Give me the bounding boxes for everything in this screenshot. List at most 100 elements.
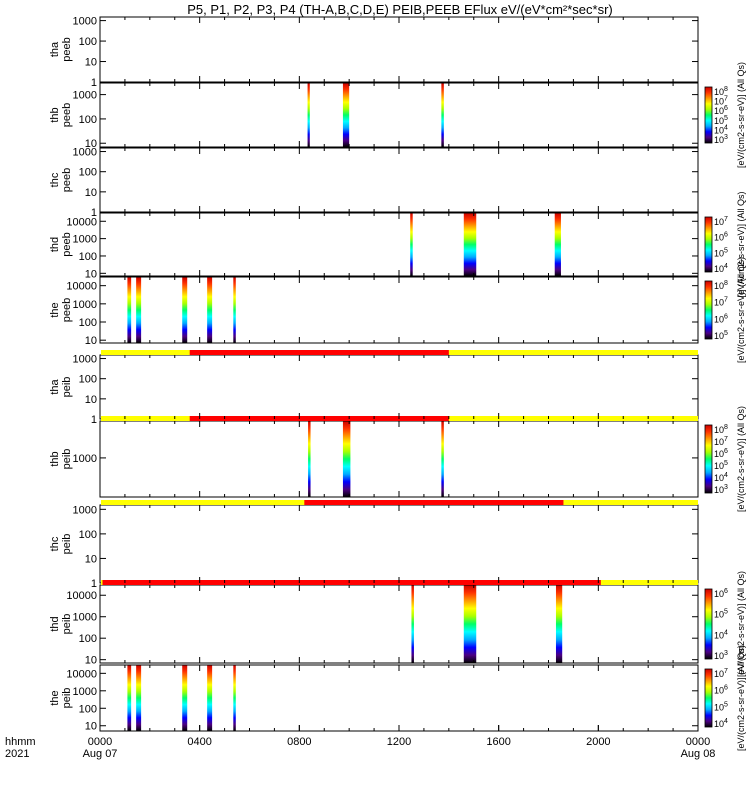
y-tick-label: 10: [85, 553, 97, 565]
panel-ylabel-line: peeb: [61, 37, 73, 61]
colorbar-label: [eV/(cm2-s-sr-eV)] (All Qs): [736, 645, 746, 751]
panel-frame: [99, 82, 699, 148]
figure-title: P5, P1, P2, P3, P4 (TH-A,B,C,D,E) PEIB,P…: [187, 2, 613, 17]
y-tick-label: 10: [85, 655, 97, 667]
panel-the-peeb: 10000 1000 100 10 thepeeb 108 107 106 105 [eV/(cm…: [49, 257, 746, 363]
time-tick-label: 1600: [486, 736, 510, 748]
colorbar-tick-label: 107: [714, 96, 728, 107]
colorbar: [704, 86, 713, 144]
colorbar-tick-label: 105: [714, 701, 728, 712]
spectrogram-block: [342, 421, 351, 497]
status-bar-on: [189, 416, 449, 421]
y-tick-label: 1000: [73, 354, 97, 366]
spectrogram-block: [342, 83, 350, 147]
panel-ylabel-line: peeb: [61, 298, 73, 322]
panels-group: 1000100101thapeeb100010010thbpeeb1081071…: [49, 16, 746, 751]
colorbar: [704, 280, 713, 340]
colorbar-tick-label: 106: [714, 588, 728, 599]
y-tick-label: 1000: [73, 16, 97, 28]
panel-ylabel: thbpeeb: [49, 103, 73, 127]
y-tick-label: 1: [91, 207, 97, 219]
colorbar-tick-label: 103: [714, 650, 728, 661]
colorbar-label: [eV/(cm2-s-sr-eV)] (All Qs): [736, 62, 746, 168]
colorbar-tick-label: 104: [714, 263, 728, 274]
y-tick-label: 10: [85, 187, 97, 199]
y-tick-label: 100: [79, 36, 97, 48]
y-tick-label: 1000: [73, 686, 97, 698]
colorbar: [704, 216, 713, 273]
panel-ylabel: thdpeib: [49, 614, 73, 635]
y-tick-label: 100: [79, 374, 97, 386]
y-tick-label: 10000: [66, 281, 97, 293]
panel-frame: [99, 212, 699, 277]
y-tick-label: 100: [79, 703, 97, 715]
colorbar: [704, 424, 713, 494]
spectrogram-block: [411, 585, 414, 663]
colorbar-tick-label: 106: [714, 232, 728, 243]
panel-ylabel-line: thb: [49, 107, 61, 122]
panel-ylabel: thcpeib: [49, 534, 73, 555]
colorbar-tick-label: 104: [714, 472, 728, 483]
panel-ylabel: thapeib: [49, 377, 73, 398]
panel-ylabel-line: peeb: [61, 168, 73, 192]
time-tick-label: 1200: [387, 736, 411, 748]
colorbar-tick-label: 108: [714, 86, 728, 97]
y-tick-label: 1000: [73, 453, 97, 465]
y-tick-label: 100: [79, 167, 97, 179]
y-tick-label: 1000: [73, 504, 97, 516]
colorbar-tick-label: 103: [714, 134, 728, 145]
y-tick-label: 10: [85, 721, 97, 733]
colorbar: [704, 588, 713, 660]
y-tick-label: 10: [85, 335, 97, 347]
panel-the-peib: 10000 1000 100 10 thepeib 107 106 105 104 [eV/(cm…: [49, 645, 746, 751]
time-tick-label: 0800: [287, 736, 311, 748]
panel-tha-peeb: 1000 100 10 1 thapeeb: [49, 16, 699, 89]
panel-ylabel-line: thc: [49, 536, 61, 551]
y-tick-label: 1000: [73, 90, 97, 102]
spectrogram-block: [127, 277, 132, 343]
colorbar-tick-label: 107: [714, 668, 728, 679]
spectrogram-block: [127, 665, 132, 731]
time-tick-label: 0400: [187, 736, 211, 748]
panel-ylabel-line: peib: [61, 534, 73, 555]
panel-ylabel-line: thc: [49, 172, 61, 187]
colorbar-tick-label: 108: [714, 280, 728, 291]
spectrogram-block: [182, 277, 188, 343]
colorbar-tick-label: 108: [714, 424, 728, 435]
colorbar-tick-label: 105: [714, 460, 728, 471]
spectrogram-block: [441, 83, 444, 147]
panel-frame: [99, 420, 699, 498]
panel-ylabel-line: peib: [61, 614, 73, 635]
time-axis-label-hhmm: hhmm: [5, 736, 36, 748]
panel-ylabel: thcpeeb: [49, 168, 73, 192]
colorbar-tick-label: 105: [714, 330, 728, 341]
y-tick-label: 10: [85, 394, 97, 406]
y-tick-label: 10: [85, 268, 97, 280]
colorbar-tick-label: 106: [714, 448, 728, 459]
colorbar-label: [eV/(cm2-s-sr-eV)] (All Qs): [736, 257, 746, 363]
spectrogram-block: [441, 421, 444, 497]
panel-ylabel-line: thd: [49, 616, 61, 631]
colorbar-tick-label: 107: [714, 216, 728, 227]
colorbar-tick-label: 107: [714, 436, 728, 447]
colorbar-tick-label: 106: [714, 313, 728, 324]
panel-thc-peeb: 1000 100 10 1 thcpeeb: [49, 147, 699, 219]
panel-ylabel: thepeeb: [49, 298, 73, 322]
y-tick-label: 100: [79, 114, 97, 126]
panel-ylabel: thapeeb: [49, 37, 73, 61]
y-tick-label: 1000: [73, 612, 97, 624]
panel-ylabel-line: tha: [49, 378, 61, 394]
panel-frame: [99, 584, 699, 664]
spectrogram-block: [136, 277, 142, 343]
y-tick-label: 100: [79, 251, 97, 263]
y-tick-label: 1000: [73, 234, 97, 246]
colorbar: [704, 668, 713, 728]
time-date-label: Aug 07: [83, 748, 118, 760]
spectrogram-block: [308, 421, 311, 497]
panel-thd-peeb: 10000 1000 100 10 thdpeeb 107 106 105 104 [eV/(cm…: [49, 191, 746, 297]
panel-ylabel-line: peeb: [61, 103, 73, 127]
spectrogram-block: [307, 83, 310, 147]
colorbar-tick-label: 105: [714, 115, 728, 126]
colorbar-tick-label: 105: [714, 609, 728, 620]
